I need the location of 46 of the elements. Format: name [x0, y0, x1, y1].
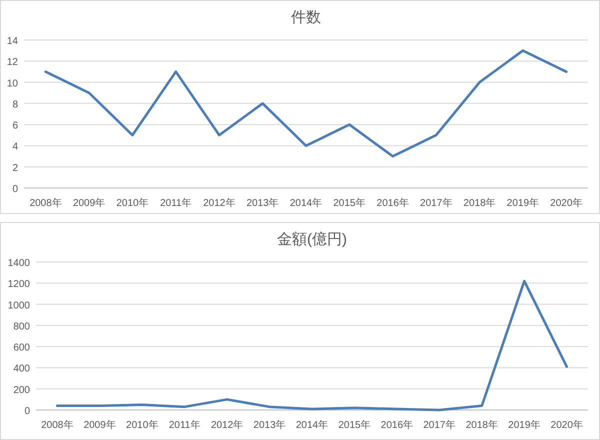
x-tick-label: 2008年: [30, 197, 62, 209]
x-tick-label: 2009年: [84, 419, 116, 431]
x-tick-label: 2020年: [550, 197, 582, 209]
x-tick-label: 2019年: [506, 197, 540, 209]
x-tick-label: 2012年: [210, 419, 244, 431]
x-tick-label: 2010年: [116, 197, 149, 209]
y-tick-label: 10: [6, 78, 18, 90]
x-tick-label: 2014年: [296, 419, 328, 431]
x-tick-label: 2009年: [72, 197, 106, 209]
x-tick-label: 2013年: [246, 197, 279, 209]
y-tick-label: 4: [12, 142, 18, 153]
x-tick-label: 2010年: [126, 419, 158, 431]
y-tick-label: 200: [13, 384, 30, 396]
x-tick-label: 2014年: [290, 197, 322, 209]
x-tick-label: 2016年: [380, 419, 414, 431]
x-tick-label: 2017年: [423, 419, 456, 431]
y-tick-label: 1200: [8, 279, 30, 290]
x-tick-label: 2011年: [160, 197, 192, 209]
y-tick-label: 1000: [8, 300, 30, 312]
x-tick-label: 2011年: [168, 419, 200, 431]
x-tick-label: 2013年: [253, 419, 286, 431]
x-tick-label: 2020年: [550, 419, 583, 431]
x-tick-label: 2018年: [466, 419, 498, 431]
y-tick-label: 1400: [8, 258, 30, 269]
y-tick-label: 0: [12, 184, 18, 195]
x-tick-label: 2017年: [420, 197, 452, 209]
y-tick-label: 8: [12, 99, 18, 110]
y-tick-label: 6: [12, 120, 18, 132]
x-tick-label: 2015年: [338, 419, 371, 431]
y-tick-label: 400: [13, 364, 30, 375]
line-series: [56, 280, 568, 412]
chart-title: 件数: [291, 9, 321, 26]
x-tick-label: 2012年: [203, 197, 236, 209]
y-tick-label: 2: [12, 162, 18, 174]
y-tick-label: 12: [6, 57, 18, 68]
line-series: [44, 49, 568, 158]
y-tick-label: 800: [13, 321, 30, 332]
y-tick-label: 600: [13, 342, 30, 354]
y-tick-label: 0: [24, 406, 30, 417]
x-tick-label: 2015年: [333, 197, 366, 209]
chart-title: 金額(億円): [277, 231, 347, 248]
x-tick-label: 2018年: [463, 197, 496, 209]
x-tick-label: 2019年: [508, 419, 540, 431]
x-tick-label: 2008年: [41, 419, 74, 431]
y-tick-label: 14: [6, 36, 18, 47]
x-tick-label: 2016年: [376, 197, 409, 209]
